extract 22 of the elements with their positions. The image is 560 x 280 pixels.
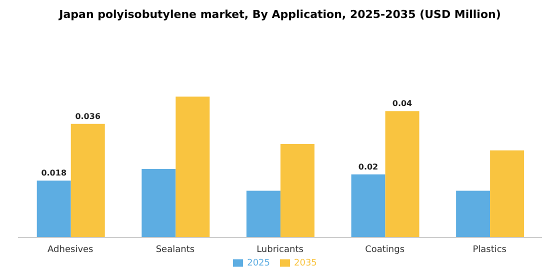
data-label: 0.036 [75,112,101,121]
bar [351,174,386,238]
bar [70,124,105,238]
data-label: 0.018 [41,168,67,178]
bar [142,168,176,238]
data-label: 0.02 [358,162,378,172]
bar [385,111,420,238]
bar [490,150,524,238]
x-tick-label: Adhesives [48,244,94,255]
legend-label: 2035 [294,258,317,268]
legend-label: 2025 [247,258,270,268]
bar [36,180,71,238]
x-tick-label: Sealants [156,244,195,255]
bar [280,144,314,238]
bar [246,190,280,238]
bar [456,190,490,238]
x-tick-label: Lubricants [256,244,304,255]
x-tick-label: Plastics [472,244,507,255]
x-tick-label: Coatings [365,244,405,255]
bar [176,96,210,238]
data-label: 0.04 [392,99,413,108]
chart-title: Japan polyisobutylene market, By Application, 2025-2035 (USD Million) [58,8,502,23]
